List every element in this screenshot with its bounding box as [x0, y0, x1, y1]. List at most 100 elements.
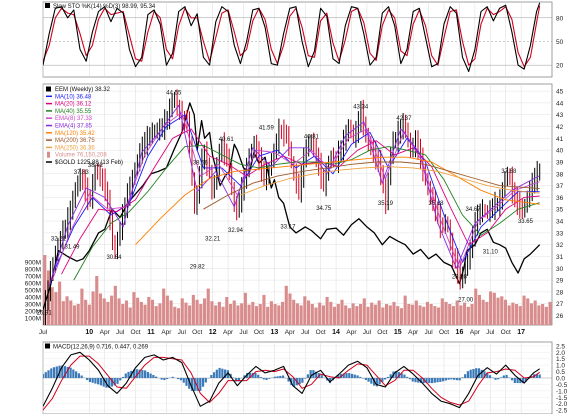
- macd-histogram-bar: [367, 378, 369, 382]
- volume-bar: [422, 307, 425, 325]
- macd-histogram-bar: [202, 378, 204, 387]
- volume-bar: [121, 304, 124, 325]
- macd-histogram-bar: [409, 378, 411, 379]
- macd-histogram-bar: [205, 378, 207, 383]
- volume-bar: [411, 305, 414, 325]
- macd-histogram-bar: [470, 370, 472, 378]
- macd-histogram-bar: [505, 375, 507, 378]
- macd-histogram-bar: [467, 371, 469, 378]
- volume-bar: [281, 302, 284, 325]
- volume-tick-label-2: 300M: [25, 302, 41, 309]
- volume-bar: [363, 298, 366, 325]
- price-tick-label-7: 33: [556, 230, 564, 237]
- legend-entry-6: MA(120) 35.42: [55, 131, 95, 137]
- volume-bar: [225, 297, 228, 325]
- macd-histogram-bar: [141, 370, 143, 378]
- volume-bar: [530, 303, 533, 325]
- volume-bar: [396, 306, 399, 325]
- volume-bar: [314, 308, 317, 326]
- volume-bar: [307, 301, 310, 326]
- volume-bar: [478, 295, 481, 325]
- volume-bar: [300, 305, 303, 325]
- macd-histogram-bar: [276, 376, 278, 378]
- volume-bar: [493, 293, 496, 325]
- legend-entry-9: Volume 76,150,208: [55, 153, 107, 159]
- macd-histogram-bar: [122, 377, 124, 378]
- volume-bar: [456, 301, 459, 326]
- legend-entry-1: MA(10) 36.48: [55, 94, 92, 100]
- macd-histogram-bar: [478, 368, 480, 378]
- volume-bar: [65, 296, 68, 325]
- macd-histogram-bar: [500, 377, 502, 378]
- macd-histogram-bar: [459, 378, 461, 380]
- volume-bar: [248, 305, 251, 325]
- macd-histogram-bar: [260, 377, 262, 378]
- x-axis-label-10: Apr: [223, 329, 234, 336]
- volume-bar: [84, 300, 87, 325]
- macd-histogram-bar: [221, 369, 223, 378]
- volume-bar: [452, 306, 455, 325]
- volume-bar: [318, 303, 321, 325]
- volume-bar: [545, 307, 548, 325]
- volume-bar: [322, 305, 325, 325]
- volume-bar: [482, 300, 485, 325]
- volume-bar: [329, 302, 332, 325]
- price-annotation-11: 32.94: [228, 228, 244, 234]
- volume-bar: [73, 305, 76, 325]
- volume-bar: [103, 298, 106, 325]
- volume-bar: [151, 300, 154, 325]
- price-annotation-2: 37.83: [74, 170, 90, 176]
- price-annotation-8: 32.21: [205, 236, 221, 242]
- volume-bar: [166, 296, 169, 325]
- volume-tick-label-3: 400M: [25, 295, 41, 302]
- volume-bar: [69, 301, 72, 326]
- volume-bar: [99, 294, 102, 326]
- price-annotation-6: 44.55: [166, 90, 182, 96]
- volume-bar: [370, 303, 373, 325]
- price-annotation-20: 34.67: [466, 207, 482, 213]
- legend-entry-4: EMA(8) 37.33: [55, 116, 93, 122]
- macd-histogram-bar: [161, 378, 163, 380]
- legend-entry-8: MA(250) 36.36: [55, 145, 95, 151]
- volume-bar: [125, 301, 128, 326]
- volume-bar: [110, 296, 113, 325]
- price-annotation-3: 31.49: [64, 245, 80, 251]
- volume-bar: [407, 304, 410, 325]
- macd-histogram-bar: [345, 373, 347, 378]
- volume-bar: [418, 305, 421, 325]
- price-tick-label-9: 35: [556, 207, 564, 214]
- macd-histogram-bar: [218, 368, 220, 378]
- macd-histogram-bar: [257, 375, 259, 378]
- legend-entry-10: $GOLD 1225.88 (13 Feb): [55, 160, 123, 166]
- x-axis-label-0: Jul: [39, 329, 48, 336]
- legend-square-icon-0: [46, 87, 51, 92]
- price-tick-label-0: 26: [556, 313, 564, 320]
- volume-bar: [199, 304, 202, 325]
- price-tick-label-12: 38: [556, 171, 564, 178]
- macd-histogram-bar: [428, 378, 430, 383]
- macd-histogram-bar: [199, 378, 201, 391]
- volume-bar: [92, 291, 95, 325]
- macd-histogram-bar: [461, 377, 463, 378]
- x-axis-label-24: Oct: [439, 329, 449, 336]
- price-tick-label-16: 42: [556, 124, 564, 131]
- volume-bar: [207, 289, 210, 325]
- legend-entry-3: MA(40) 35.55: [55, 109, 92, 115]
- macd-histogram-bar: [494, 378, 496, 380]
- macd-histogram-bar: [213, 372, 215, 378]
- legend-entry-0: EEM (Weekly) 38.32: [55, 87, 111, 93]
- macd-histogram-bar: [92, 378, 94, 383]
- macd-histogram-bar: [497, 378, 499, 379]
- x-axis-label-27: Jul: [486, 329, 495, 336]
- macd-histogram-bar: [53, 367, 55, 378]
- volume-bar: [62, 301, 65, 325]
- macd-histogram-bar: [450, 378, 452, 379]
- price-annotation-13: 33.17: [280, 224, 296, 230]
- x-axis-label-29: 17: [517, 329, 525, 336]
- volume-bar: [158, 303, 161, 325]
- volume-tick-label-8: 900M: [25, 260, 41, 267]
- price-annotation-5: 30.64: [106, 255, 122, 261]
- volume-bar: [114, 286, 117, 325]
- volume-bar: [184, 303, 187, 325]
- macd-histogram-bar: [185, 378, 187, 386]
